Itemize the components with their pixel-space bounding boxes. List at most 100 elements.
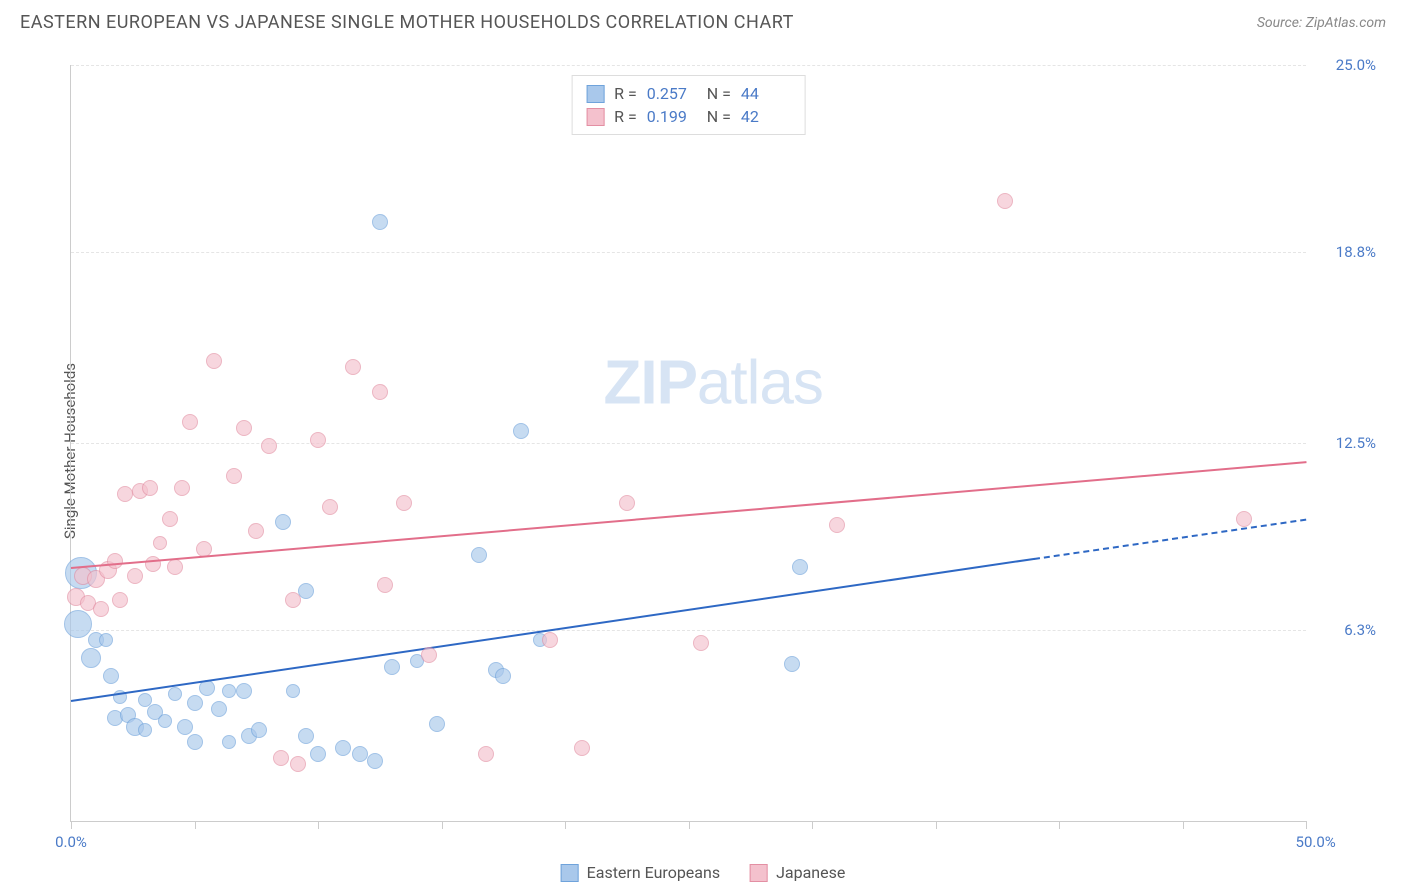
- data-point: [275, 514, 291, 530]
- data-point: [478, 746, 494, 762]
- legend-label-2: Japanese: [776, 863, 845, 882]
- data-point: [352, 746, 368, 762]
- x-tick: [1183, 821, 1184, 829]
- data-point: [162, 511, 178, 527]
- stats-box: R = 0.257 N = 44 R = 0.199 N = 42: [571, 75, 806, 135]
- gridline: [71, 252, 1306, 253]
- swatch-series1: [586, 85, 604, 103]
- data-point: [168, 687, 182, 701]
- x-tick-label: 0.0%: [55, 833, 87, 851]
- data-point: [322, 499, 338, 515]
- x-tick-label: 50.0%: [1296, 833, 1336, 851]
- data-point: [99, 633, 113, 647]
- data-point: [145, 556, 161, 572]
- data-point: [81, 648, 101, 668]
- x-tick: [1306, 821, 1307, 829]
- data-point: [542, 632, 558, 648]
- data-point: [248, 523, 264, 539]
- x-tick: [318, 821, 319, 829]
- data-point: [187, 734, 203, 750]
- y-tick-label: 6.3%: [1316, 621, 1376, 639]
- data-point: [93, 601, 109, 617]
- data-point: [298, 728, 314, 744]
- swatch-series2: [586, 108, 604, 126]
- data-point: [153, 536, 167, 550]
- chart-source: Source: ZipAtlas.com: [1257, 15, 1386, 31]
- data-point: [206, 353, 222, 369]
- gridline: [71, 443, 1306, 444]
- chart-header: EASTERN EUROPEAN VS JAPANESE SINGLE MOTH…: [0, 0, 1406, 41]
- data-point: [107, 553, 123, 569]
- chart-area: Single Mother Households ZIPatlas R = 0.…: [50, 55, 1386, 847]
- data-point: [127, 568, 143, 584]
- data-point: [273, 750, 289, 766]
- data-point: [310, 432, 326, 448]
- x-tick: [812, 821, 813, 829]
- data-point: [377, 577, 393, 593]
- data-point: [513, 423, 529, 439]
- x-tick: [1059, 821, 1060, 829]
- x-tick: [689, 821, 690, 829]
- data-point: [286, 684, 300, 698]
- data-point: [367, 753, 383, 769]
- legend-item-2: Japanese: [750, 863, 845, 882]
- data-point: [226, 468, 242, 484]
- watermark: ZIPatlas: [603, 347, 822, 418]
- data-point: [236, 420, 252, 436]
- data-point: [384, 659, 400, 675]
- data-point: [372, 214, 388, 230]
- data-point: [142, 480, 158, 496]
- data-point: [1236, 511, 1252, 527]
- x-tick: [442, 821, 443, 829]
- gridline: [71, 65, 1306, 66]
- data-point: [310, 746, 326, 762]
- data-point: [251, 722, 267, 738]
- x-tick: [195, 821, 196, 829]
- data-point: [222, 684, 236, 698]
- data-point: [792, 559, 808, 575]
- data-point: [103, 668, 119, 684]
- data-point: [211, 701, 227, 717]
- x-tick: [936, 821, 937, 829]
- trend-line: [71, 461, 1306, 569]
- trend-line-dash: [1034, 519, 1306, 560]
- data-point: [177, 719, 193, 735]
- data-point: [693, 635, 709, 651]
- legend-swatch-1: [561, 864, 579, 882]
- y-tick-label: 12.5%: [1316, 434, 1376, 452]
- data-point: [167, 559, 183, 575]
- data-point: [784, 656, 800, 672]
- data-point: [619, 495, 635, 511]
- data-point: [158, 714, 172, 728]
- data-point: [236, 683, 252, 699]
- legend: Eastern Europeans Japanese: [561, 863, 846, 882]
- data-point: [372, 384, 388, 400]
- data-point: [396, 495, 412, 511]
- chart-title: EASTERN EUROPEAN VS JAPANESE SINGLE MOTH…: [20, 12, 794, 33]
- stats-row-2: R = 0.199 N = 42: [586, 105, 791, 128]
- data-point: [285, 592, 301, 608]
- legend-label-1: Eastern Europeans: [587, 863, 720, 882]
- data-point: [429, 716, 445, 732]
- data-point: [112, 592, 128, 608]
- data-point: [574, 740, 590, 756]
- data-point: [421, 647, 437, 663]
- x-tick: [71, 821, 72, 829]
- data-point: [222, 735, 236, 749]
- data-point: [261, 438, 277, 454]
- data-point: [187, 695, 203, 711]
- data-point: [471, 547, 487, 563]
- y-tick-label: 18.8%: [1316, 243, 1376, 261]
- data-point: [345, 359, 361, 375]
- data-point: [290, 756, 306, 772]
- data-point: [997, 193, 1013, 209]
- legend-item-1: Eastern Europeans: [561, 863, 720, 882]
- data-point: [182, 414, 198, 430]
- data-point: [495, 668, 511, 684]
- legend-swatch-2: [750, 864, 768, 882]
- stats-row-1: R = 0.257 N = 44: [586, 82, 791, 105]
- data-point: [829, 517, 845, 533]
- data-point: [117, 486, 133, 502]
- y-tick-label: 25.0%: [1316, 56, 1376, 74]
- plot-region: ZIPatlas R = 0.257 N = 44 R = 0.199 N = …: [70, 65, 1306, 822]
